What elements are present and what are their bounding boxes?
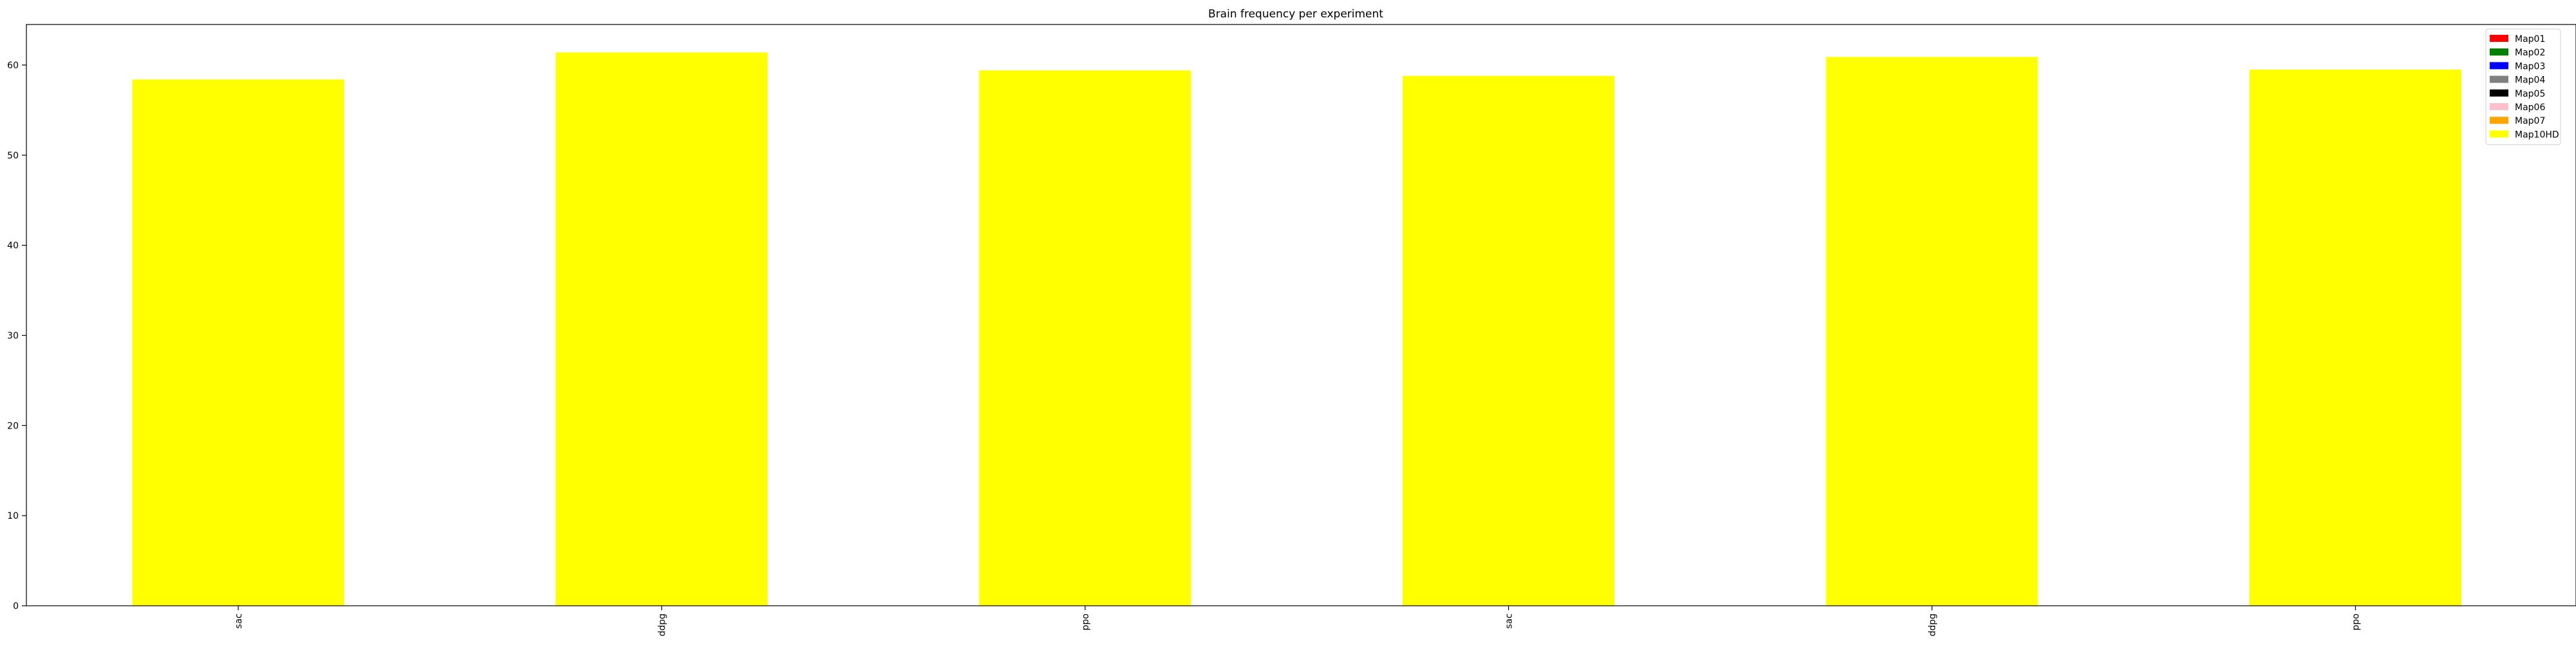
- y-axis: 0 10 20 30 40 50 60: [7, 61, 26, 612]
- legend-swatch-map06: [2490, 103, 2508, 110]
- legend-swatch-map02: [2490, 48, 2508, 56]
- bar-map10hd-0: [132, 79, 345, 606]
- legend-label-map06: Map06: [2515, 102, 2545, 113]
- x-tick-label: sac: [1504, 613, 1515, 629]
- bar-map10hd-1: [556, 52, 768, 606]
- legend-swatch-map03: [2490, 62, 2508, 70]
- y-tick-label: 50: [7, 151, 19, 161]
- y-tick-label: 40: [7, 241, 19, 251]
- x-tick-label: ddpg: [1927, 613, 1938, 637]
- legend-swatch-map10hd: [2490, 130, 2508, 138]
- bar-map10hd-5: [2249, 69, 2461, 606]
- y-tick-label: 0: [13, 601, 19, 612]
- x-tick-label: ddpg: [658, 613, 668, 637]
- x-tick-label: sac: [234, 613, 244, 629]
- legend-label-map04: Map04: [2515, 75, 2545, 86]
- legend-label-map10hd: Map10HD: [2515, 130, 2559, 140]
- legend-label-map01: Map01: [2515, 34, 2545, 44]
- bars-layer: [132, 52, 2461, 606]
- y-tick-label: 20: [7, 421, 19, 431]
- y-tick-label: 30: [7, 331, 19, 341]
- legend-swatch-map05: [2490, 89, 2508, 97]
- legend-label-map05: Map05: [2515, 89, 2545, 99]
- x-tick-label: ppo: [1081, 613, 1091, 630]
- legend-label-map02: Map02: [2515, 48, 2545, 58]
- chart-title: Brain frequency per experiment: [1208, 8, 1383, 21]
- legend-label-map07: Map07: [2515, 116, 2545, 126]
- x-axis: sac ddpg ppo sac ddpg ppo: [234, 606, 2362, 637]
- legend: Map01 Map02 Map03 Map04 Map05 Map06 Map07 Map10…: [2485, 28, 2561, 146]
- y-tick-label: 60: [7, 61, 19, 71]
- legend-box: [2485, 28, 2561, 146]
- legend-swatch-map04: [2490, 75, 2508, 83]
- legend-swatch-map01: [2490, 35, 2508, 42]
- legend-label-map03: Map03: [2515, 61, 2545, 72]
- y-tick-label: 10: [7, 511, 19, 521]
- plot-frame: [26, 24, 2576, 606]
- x-tick-label: ppo: [2351, 613, 2362, 630]
- bar-map10hd-4: [1826, 57, 2038, 606]
- bar-map10hd-3: [1403, 75, 1615, 606]
- bar-map10hd-2: [979, 70, 1191, 606]
- legend-swatch-map07: [2490, 117, 2508, 124]
